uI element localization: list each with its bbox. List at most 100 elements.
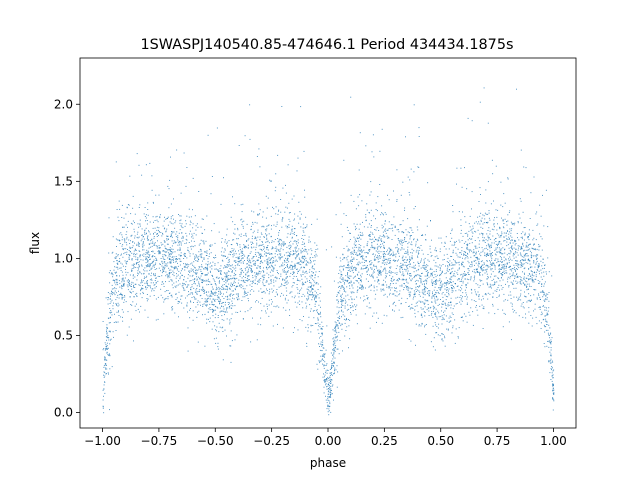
data-point — [218, 296, 220, 298]
data-point — [382, 231, 384, 233]
data-point — [502, 267, 504, 269]
data-point — [449, 315, 451, 317]
data-point — [507, 244, 509, 246]
data-point — [435, 302, 437, 304]
data-point — [200, 269, 202, 271]
data-point — [200, 253, 202, 255]
data-point — [216, 330, 217, 332]
data-point — [156, 268, 158, 270]
data-point — [264, 253, 266, 255]
data-point — [301, 287, 303, 289]
data-point — [285, 272, 287, 274]
data-point — [370, 220, 372, 222]
data-point — [422, 280, 424, 282]
data-point — [451, 332, 453, 334]
data-point — [263, 236, 265, 238]
data-point — [532, 281, 534, 283]
data-point — [193, 232, 195, 234]
data-point — [266, 262, 268, 264]
data-point — [517, 254, 519, 256]
data-point — [342, 258, 344, 260]
data-point — [500, 248, 502, 250]
data-point — [230, 294, 231, 296]
data-point — [483, 87, 485, 89]
data-point — [275, 280, 277, 282]
data-point — [514, 310, 516, 312]
data-point — [410, 274, 412, 276]
data-point — [375, 229, 377, 231]
data-point — [198, 284, 200, 286]
data-point — [486, 271, 488, 273]
data-point — [421, 234, 423, 236]
data-point — [356, 273, 358, 275]
data-point — [360, 245, 362, 247]
data-point — [197, 304, 199, 306]
data-point — [117, 255, 119, 257]
data-point — [124, 295, 126, 296]
data-point — [425, 300, 427, 302]
data-point — [145, 277, 147, 278]
data-point — [186, 235, 188, 237]
data-point — [198, 258, 200, 260]
data-point — [189, 309, 191, 311]
data-point — [343, 290, 345, 292]
data-point — [118, 315, 120, 316]
data-point — [325, 379, 327, 381]
data-point — [547, 340, 549, 342]
data-point — [149, 258, 151, 260]
data-point — [166, 239, 168, 241]
data-point — [257, 265, 259, 267]
data-point — [301, 301, 303, 303]
data-point — [531, 266, 533, 268]
data-point — [468, 270, 470, 272]
data-point — [498, 294, 500, 296]
data-point — [445, 282, 447, 284]
data-point — [317, 313, 319, 314]
data-point — [278, 232, 280, 234]
data-point — [318, 297, 320, 299]
data-point — [287, 257, 289, 259]
data-point — [352, 253, 354, 255]
data-point — [312, 278, 314, 280]
data-point — [359, 236, 360, 238]
data-point — [183, 283, 185, 285]
data-point — [220, 293, 221, 295]
data-point — [314, 260, 316, 262]
data-point — [241, 268, 242, 270]
data-point — [349, 338, 351, 340]
data-point — [149, 279, 151, 281]
data-point — [214, 264, 216, 266]
data-point — [495, 249, 497, 251]
data-point — [448, 248, 450, 250]
data-point — [474, 222, 476, 224]
data-point — [415, 275, 417, 277]
data-point — [386, 286, 388, 288]
data-point — [520, 278, 522, 280]
data-point — [311, 250, 313, 252]
data-point — [499, 226, 500, 228]
data-point — [321, 333, 323, 335]
data-point — [112, 276, 114, 278]
data-point — [467, 272, 469, 274]
data-point — [277, 238, 279, 239]
data-point — [180, 241, 182, 243]
data-point — [322, 326, 324, 327]
data-point — [438, 237, 440, 239]
data-point — [190, 301, 192, 303]
data-point — [267, 249, 269, 251]
data-point — [521, 256, 523, 258]
data-point — [398, 229, 399, 231]
data-point — [141, 264, 143, 266]
data-point — [128, 258, 130, 260]
data-point — [414, 275, 416, 277]
data-point — [179, 258, 181, 260]
data-point — [441, 310, 442, 312]
data-point — [357, 234, 359, 236]
data-point — [413, 265, 415, 267]
data-point — [146, 251, 148, 253]
data-point — [178, 258, 180, 260]
data-point — [163, 250, 165, 252]
data-point — [454, 243, 456, 245]
data-point — [210, 283, 212, 285]
data-point — [291, 228, 293, 230]
